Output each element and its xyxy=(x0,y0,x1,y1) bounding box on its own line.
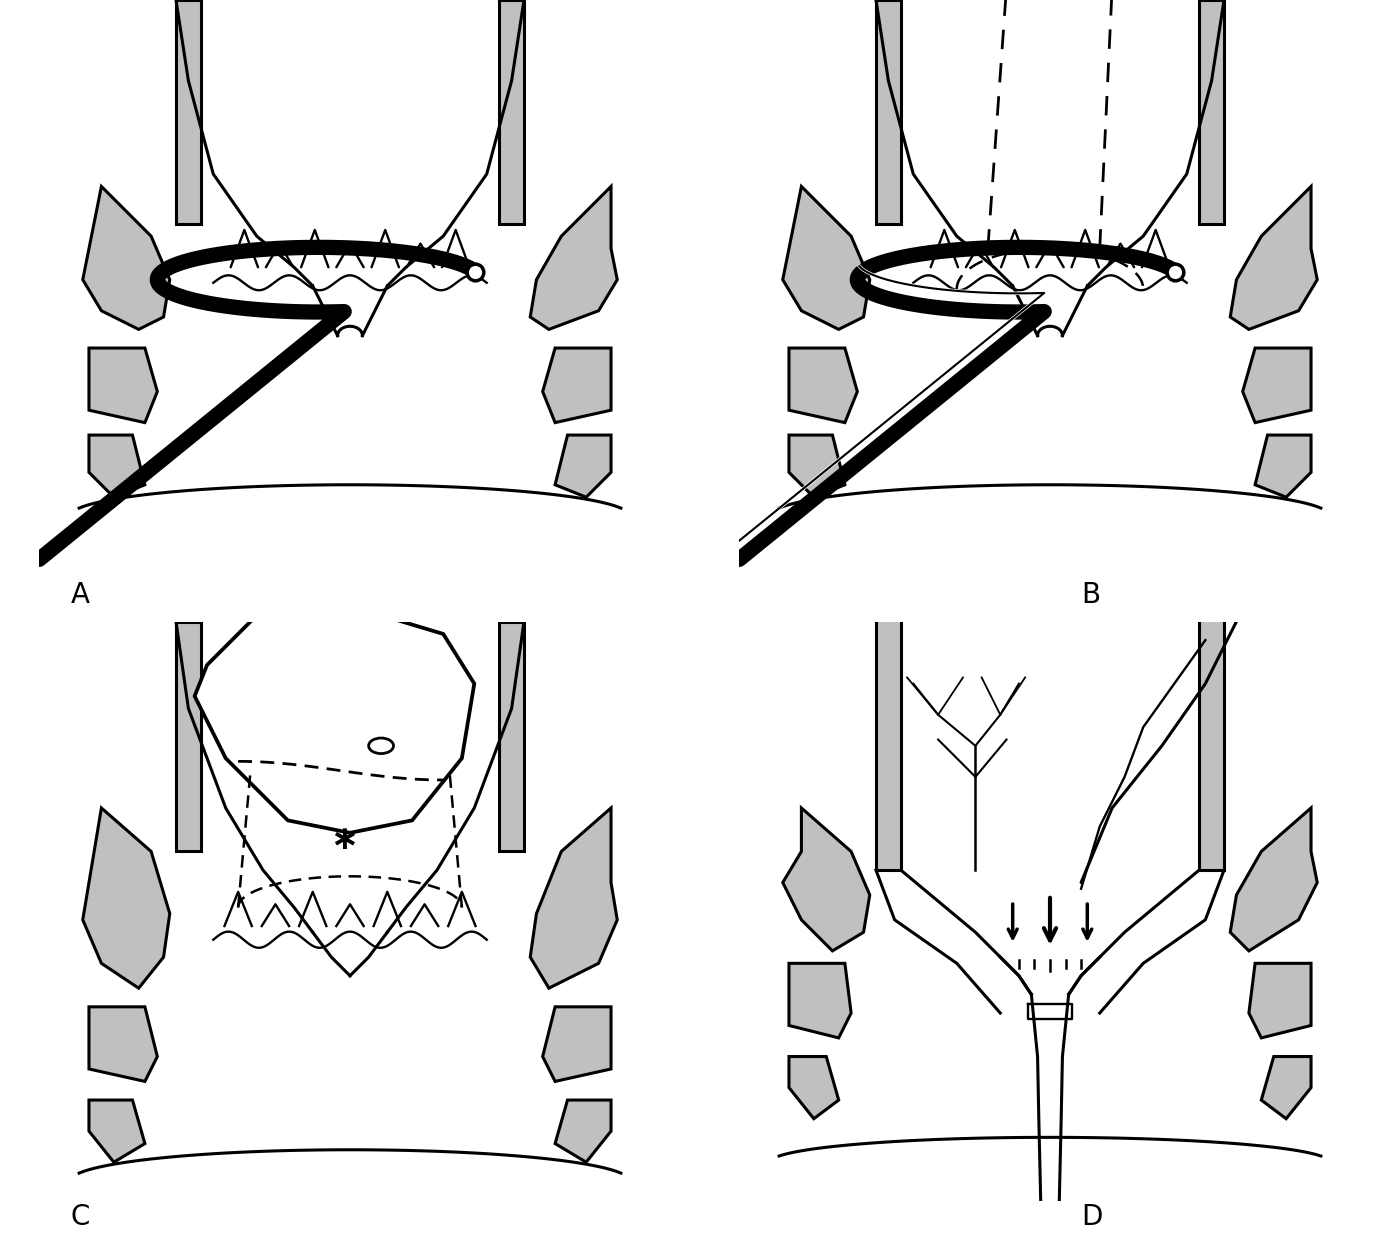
Polygon shape xyxy=(531,186,617,329)
Text: C: C xyxy=(70,1202,90,1231)
Polygon shape xyxy=(1231,186,1317,329)
Polygon shape xyxy=(876,0,900,224)
Polygon shape xyxy=(1249,963,1310,1038)
Polygon shape xyxy=(83,186,169,329)
Polygon shape xyxy=(90,1100,146,1162)
Text: ∗: ∗ xyxy=(330,823,358,855)
Polygon shape xyxy=(90,435,146,497)
Polygon shape xyxy=(783,186,869,329)
Polygon shape xyxy=(176,0,200,224)
Polygon shape xyxy=(90,348,157,423)
Polygon shape xyxy=(195,603,475,833)
Text: A: A xyxy=(70,580,90,609)
Polygon shape xyxy=(543,1007,610,1081)
Polygon shape xyxy=(790,1057,839,1119)
Polygon shape xyxy=(1200,0,1224,224)
Polygon shape xyxy=(531,808,617,988)
Polygon shape xyxy=(1243,348,1310,423)
Polygon shape xyxy=(554,1100,610,1162)
Text: B: B xyxy=(1081,580,1100,609)
Polygon shape xyxy=(790,963,851,1038)
Polygon shape xyxy=(90,1007,157,1081)
Polygon shape xyxy=(554,435,610,497)
Polygon shape xyxy=(1261,1057,1310,1119)
Polygon shape xyxy=(1200,603,1224,870)
Polygon shape xyxy=(1254,435,1310,497)
Polygon shape xyxy=(500,0,524,224)
Polygon shape xyxy=(783,808,869,951)
Polygon shape xyxy=(83,808,169,988)
Polygon shape xyxy=(543,348,610,423)
Text: D: D xyxy=(1081,1202,1102,1231)
Polygon shape xyxy=(790,348,857,423)
Polygon shape xyxy=(876,603,900,870)
Polygon shape xyxy=(790,435,846,497)
Polygon shape xyxy=(176,622,200,851)
Polygon shape xyxy=(500,622,524,851)
Polygon shape xyxy=(1231,808,1317,951)
